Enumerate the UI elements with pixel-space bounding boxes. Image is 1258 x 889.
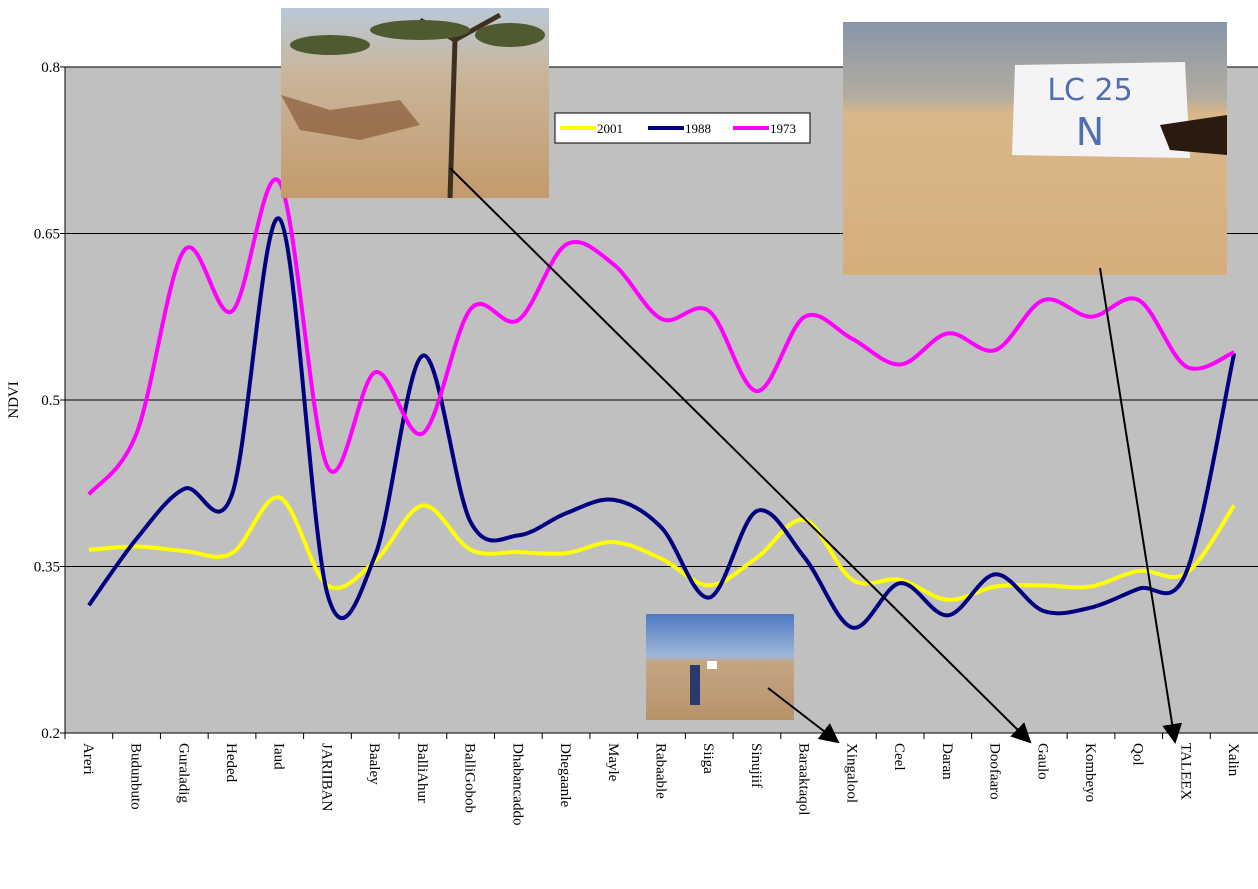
x-tick-label: Xingalool (843, 743, 859, 803)
x-tick-label: JARIIBAN (318, 743, 334, 812)
x-tick-label: Sinujiif (748, 743, 764, 788)
x-tick-label: BalliGobob (462, 743, 478, 813)
arrow (1099, 267, 1183, 744)
x-tick-label: Areri (80, 743, 96, 775)
x-tick-label: Guraladig (175, 743, 191, 803)
photo: LC 25 N (843, 22, 1227, 275)
x-tick-label: Daran (939, 743, 955, 780)
photo-text: N (1076, 110, 1104, 154)
photo (646, 614, 794, 720)
x-tick-label: Baraaktaqol (796, 743, 812, 815)
x-tick-label: TALEEX (1177, 743, 1193, 800)
x-tick-label: Dhegaanle (557, 743, 573, 807)
x-tick-label: Rabaable (653, 743, 669, 799)
y-tick-label: 0.65 (34, 227, 60, 243)
arrow (449, 167, 1032, 744)
legend-label: 1973 (770, 121, 796, 136)
x-tick-label: Ceel (891, 743, 907, 771)
x-tick-label: Iaud (271, 743, 287, 770)
x-tick-label: Siiga (700, 743, 716, 774)
x-tick-label: Kombeyo (1082, 743, 1098, 802)
x-tick-label: Xalin (1225, 743, 1241, 777)
x-tick-label: Mayle (605, 743, 621, 782)
x-tick-label: Qol (1130, 743, 1146, 766)
line-series (88, 495, 1236, 602)
y-tick-label: 0.5 (41, 393, 60, 409)
y-tick-label: 0.35 (34, 560, 60, 576)
line-series (87, 216, 1237, 630)
line-series (87, 177, 1235, 496)
x-tick-label: Doofaaro (987, 743, 1003, 800)
y-tick-label: 0.8 (41, 60, 60, 76)
legend-label: 2001 (597, 121, 623, 136)
y-axis-label: NDVI (6, 381, 22, 419)
photo-text: LC 25 (1047, 73, 1132, 108)
x-tick-label: Heded (223, 743, 239, 783)
x-tick-label: Gaulo (1034, 743, 1050, 780)
x-tick-label: Baaley (366, 743, 382, 785)
arrow (767, 687, 840, 744)
x-tick-label: Dhabancaddo (509, 743, 525, 825)
x-tick-label: Budunbuto (128, 743, 144, 810)
legend-label: 1988 (685, 121, 711, 136)
x-tick-label: BalliAhur (414, 743, 430, 803)
y-tick-label: 0.2 (41, 726, 60, 742)
photo (281, 8, 549, 199)
